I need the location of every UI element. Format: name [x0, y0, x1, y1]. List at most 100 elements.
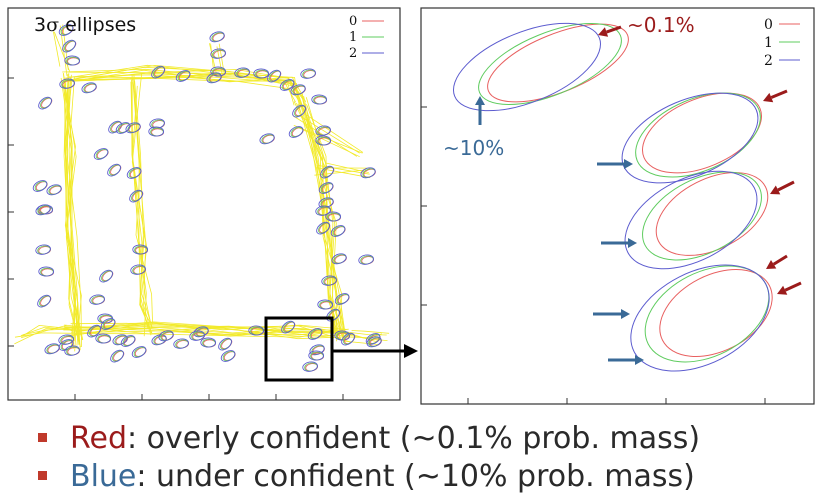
left-ellipse	[290, 84, 306, 96]
left-ellipse	[32, 180, 48, 192]
left-ellipse	[62, 39, 77, 53]
right-ellipse-group	[453, 22, 629, 112]
left-ellipse	[200, 337, 217, 348]
left-ellipse	[292, 104, 307, 118]
left-ellipse	[210, 48, 227, 59]
left-ellipse	[281, 320, 296, 334]
zoom-region-box	[264, 316, 334, 382]
left-ellipse	[100, 318, 116, 330]
blue-ellipse	[453, 22, 601, 112]
left-ellipse	[46, 184, 62, 196]
blue-ellipse	[621, 92, 759, 184]
right-legend-label-1: 1	[764, 35, 773, 51]
annotation-arrows	[475, 25, 802, 365]
left-ellipse	[360, 167, 376, 179]
left-ellipse	[315, 205, 332, 216]
left-panel: 3σ ellipses 0 1 2	[7, 7, 401, 401]
left-ellipse	[99, 269, 114, 283]
red-ellipse	[642, 92, 762, 174]
left-ellipse	[112, 334, 128, 346]
bullet-marker	[38, 433, 47, 442]
left-ellipse	[110, 349, 125, 363]
blue-arrow	[608, 355, 644, 365]
left-ellipse	[220, 350, 236, 362]
left-ellipse	[115, 122, 131, 134]
left-ellipse	[89, 294, 106, 305]
left-ellipse	[321, 275, 338, 286]
red-arrow	[777, 281, 802, 295]
left-ellipse	[131, 346, 147, 358]
left-ellipse	[341, 332, 356, 346]
left-ellipse	[331, 253, 347, 265]
left-ellipse	[218, 337, 233, 351]
left-ellipse	[210, 66, 227, 77]
left-ellipse	[87, 324, 102, 338]
left-panel-title: 3σ ellipses	[34, 14, 136, 36]
left-ellipse	[151, 65, 166, 79]
left-ellipse	[253, 68, 270, 79]
left-ellipse	[38, 266, 55, 277]
left-ellipse	[315, 135, 332, 146]
left-ellipse	[35, 244, 52, 255]
bullet-blue-text: : under confident (~10% prob. mass)	[136, 459, 695, 494]
left-ellipse	[58, 24, 74, 36]
left-ellipse	[325, 211, 342, 222]
left-ellipses	[32, 24, 382, 372]
left-legend-label-1: 1	[349, 30, 357, 45]
blue-arrow	[597, 159, 633, 169]
left-ellipse	[148, 126, 165, 137]
left-ellipse	[317, 299, 334, 310]
left-ellipse	[279, 79, 295, 91]
left-ellipse	[302, 361, 319, 372]
right-panel: ~0.1% ~10% 0 1 2	[420, 7, 815, 405]
left-ellipse	[107, 163, 122, 177]
right-ellipse-group	[621, 92, 762, 184]
red-arrow	[598, 25, 622, 37]
left-ellipse	[58, 334, 75, 345]
left-ellipse	[334, 293, 350, 305]
bullet-red: Red: overly confident (~0.1% prob. mass)	[38, 420, 828, 458]
left-ellipse	[44, 343, 60, 355]
left-ellipse	[288, 126, 304, 138]
left-ellipse	[64, 55, 81, 66]
bullet-red-text: : overly confident (~0.1% prob. mass)	[127, 421, 701, 456]
blue-ellipse	[630, 264, 770, 372]
left-ellipse	[307, 328, 323, 340]
right-ellipses	[453, 22, 773, 372]
zoom-arrow	[332, 344, 418, 358]
left-ellipse	[132, 244, 149, 255]
blue-ellipse	[624, 170, 758, 270]
left-ellipse	[267, 69, 282, 83]
left-ellipse	[300, 68, 317, 79]
left-ellipse	[59, 78, 76, 89]
left-ellipse	[316, 221, 331, 235]
blue-annotation: ~10%	[443, 136, 504, 160]
left-ellipse	[358, 254, 375, 265]
left-ellipse	[189, 330, 206, 341]
left-ellipse	[126, 167, 142, 179]
right-panel-ticks	[421, 106, 766, 404]
left-ellipse	[366, 336, 382, 348]
left-ellipse	[175, 70, 191, 82]
left-ellipse	[35, 204, 51, 216]
left-ellipse	[37, 294, 52, 308]
red-arrow	[766, 254, 788, 269]
left-ellipse	[315, 125, 332, 136]
blue-arrow	[593, 309, 630, 319]
bullet-list: Red: overly confident (~0.1% prob. mass)…	[38, 420, 828, 496]
red-arrow	[770, 180, 795, 195]
left-legend: 0 1 2	[349, 14, 384, 61]
right-panel-frame	[420, 7, 815, 405]
left-ellipse	[259, 133, 275, 145]
right-legend-label-2: 2	[764, 53, 773, 69]
left-ellipse	[130, 264, 147, 275]
right-ellipse-group	[630, 264, 773, 372]
blue-arrow	[601, 238, 637, 248]
left-ellipse	[38, 96, 53, 110]
bullet-red-keyword: Red	[70, 421, 127, 456]
left-ellipse	[93, 148, 109, 160]
left-ellipse	[308, 350, 325, 361]
bullet-marker	[38, 471, 47, 480]
left-ellipse	[95, 333, 112, 344]
